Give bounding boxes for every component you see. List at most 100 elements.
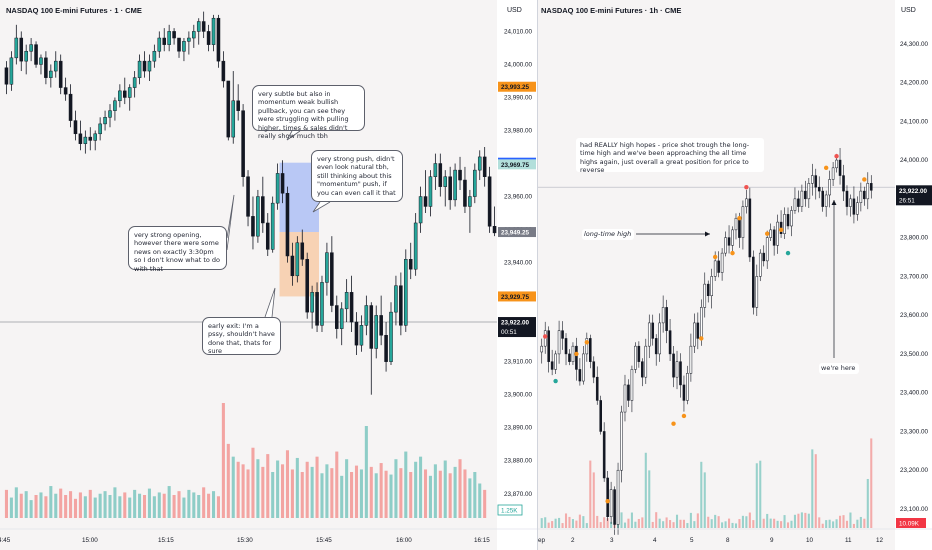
candle-body[interactable] [182, 41, 186, 52]
candle-body[interactable] [755, 276, 759, 308]
candle-body[interactable] [731, 229, 734, 246]
candle-body[interactable] [641, 361, 644, 378]
candle-body[interactable] [359, 325, 364, 346]
candle-body[interactable] [44, 57, 48, 78]
candle-body[interactable] [315, 292, 319, 326]
candle-body[interactable] [4, 67, 9, 85]
candle-body[interactable] [19, 37, 24, 62]
candle-body[interactable] [256, 196, 260, 237]
candle-body[interactable] [623, 384, 627, 413]
left-chart-svg[interactable]: 24,010.00 24,000.00 23,990.00 23,980.00 23,9… [0, 0, 537, 550]
candle-body[interactable] [772, 229, 776, 246]
candle-body[interactable] [325, 252, 329, 283]
candle-body[interactable] [613, 489, 616, 525]
candle-body[interactable] [595, 376, 599, 401]
candle-body[interactable] [634, 345, 637, 370]
candle-body[interactable] [637, 345, 641, 362]
left-price-tag[interactable]: 23,929.75 [498, 291, 536, 302]
annotation-strong-opening[interactable]: very strong opening, however there were … [128, 226, 227, 273]
candle-body[interactable] [599, 400, 602, 432]
candle-body[interactable] [394, 285, 398, 313]
left-price-tag[interactable]: 23,949.25 [498, 227, 536, 238]
candle-body[interactable] [433, 163, 438, 177]
candle-body[interactable] [769, 229, 772, 238]
candle-body[interactable] [300, 242, 305, 260]
candle-body[interactable] [473, 169, 477, 197]
candle-body[interactable] [83, 136, 88, 144]
candle-body[interactable] [428, 176, 433, 207]
candle-body[interactable] [290, 255, 295, 277]
candle-body[interactable] [384, 334, 388, 362]
candle-body[interactable] [167, 31, 171, 45]
candle-body[interactable] [589, 338, 592, 362]
candle-body[interactable] [295, 242, 300, 277]
candle-body[interactable] [568, 353, 571, 362]
candle-body[interactable] [438, 163, 443, 187]
candle-body[interactable] [783, 214, 786, 234]
candle-body[interactable] [261, 196, 265, 224]
candle-body[interactable] [29, 44, 33, 52]
candle-body[interactable] [127, 87, 132, 98]
candle-body[interactable] [162, 37, 167, 45]
candle-body[interactable] [602, 431, 606, 479]
annotation-long-time-high[interactable]: long-time high [582, 229, 634, 240]
candle-body[interactable] [706, 283, 710, 297]
candle-body[interactable] [477, 156, 482, 171]
candle-body[interactable] [849, 198, 852, 207]
candle-body[interactable] [557, 330, 561, 355]
candle-body[interactable] [800, 190, 804, 207]
candle-body[interactable] [468, 196, 472, 207]
candle-body[interactable] [448, 176, 452, 201]
left-volume-tag[interactable]: 1.25K [497, 504, 523, 516]
left-currency-label[interactable]: USD [507, 7, 522, 14]
candle-body[interactable] [734, 217, 738, 231]
candle-body[interactable] [696, 322, 700, 339]
candle-body[interactable] [686, 373, 689, 401]
candle-body[interactable] [423, 196, 428, 207]
candle-body[interactable] [745, 198, 748, 207]
candle-body[interactable] [132, 77, 137, 88]
candle-body[interactable] [578, 369, 582, 382]
candle-body[interactable] [216, 17, 221, 62]
candle-body[interactable] [682, 384, 686, 401]
candle-body[interactable] [835, 159, 838, 169]
candle-body[interactable] [458, 169, 462, 181]
candle-body[interactable] [668, 330, 672, 355]
candle-body[interactable] [177, 37, 181, 52]
candle-body[interactable] [654, 338, 658, 355]
candle-body[interactable] [123, 90, 127, 98]
candle-body[interactable] [793, 198, 797, 211]
candle-body[interactable] [68, 93, 73, 121]
candle-body[interactable] [285, 192, 290, 257]
annotation-strong-push[interactable]: very strong push, didn't even look natur… [311, 150, 403, 202]
annotation-were-here[interactable]: we're here [819, 363, 859, 374]
candle-body[interactable] [575, 345, 578, 370]
candle-body[interactable] [838, 159, 842, 176]
candle-body[interactable] [651, 322, 655, 339]
candle-body[interactable] [547, 330, 550, 362]
candle-body[interactable] [14, 37, 19, 59]
candle-body[interactable] [845, 190, 849, 207]
candle-body[interactable] [658, 322, 661, 355]
candle-body[interactable] [98, 123, 102, 135]
candle-body[interactable] [627, 384, 630, 401]
candle-body[interactable] [758, 252, 762, 277]
candle-body[interactable] [187, 37, 191, 42]
candle-body[interactable] [93, 133, 97, 141]
annotation-early-exit[interactable]: early exit: I'm a pssy, shouldn't have d… [202, 317, 281, 355]
candle-body[interactable] [647, 322, 651, 347]
candle-body[interactable] [630, 369, 634, 401]
candle-body[interactable] [609, 489, 613, 517]
candle-body[interactable] [869, 183, 873, 191]
candle-body[interactable] [863, 190, 866, 200]
candle-body[interactable] [305, 259, 309, 313]
candle-body[interactable] [344, 292, 349, 310]
candle-body[interactable] [821, 190, 824, 207]
candle-body[interactable] [724, 237, 727, 254]
candle-body[interactable] [142, 60, 147, 72]
candle-body[interactable] [540, 345, 544, 353]
stop-zone-box[interactable] [279, 232, 319, 297]
candle-body[interactable] [762, 252, 766, 262]
candle-body[interactable] [113, 100, 117, 111]
candle-body[interactable] [661, 307, 665, 324]
